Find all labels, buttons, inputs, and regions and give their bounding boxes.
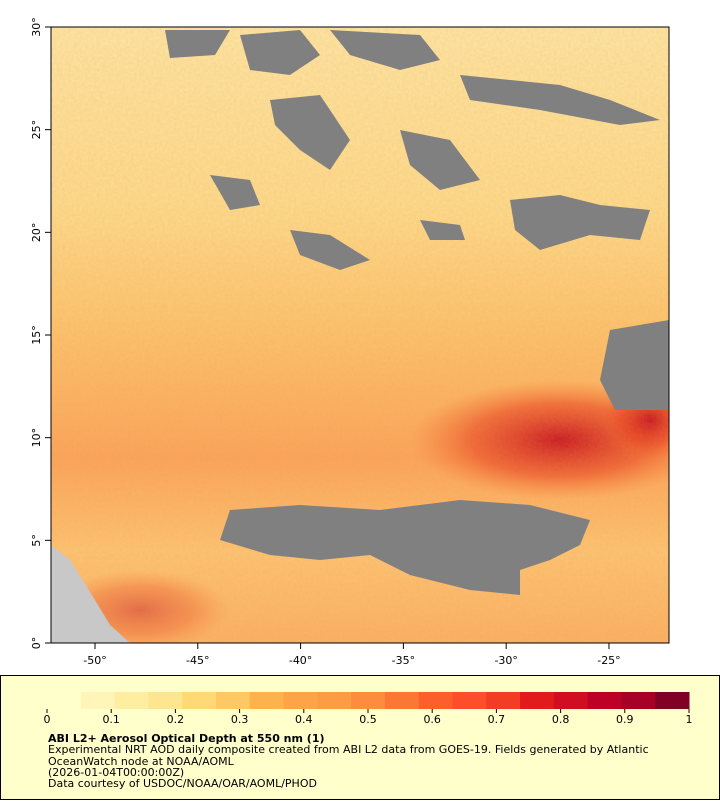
colorbar-swatch xyxy=(351,692,386,709)
x-tick-label: -50° xyxy=(83,654,106,667)
y-tick-label: 0° xyxy=(30,637,43,650)
colorbar-swatch xyxy=(384,692,420,709)
colorbar-swatch xyxy=(520,692,555,709)
legend-line: Data courtesy of USDOC/NOAA/OAR/AOML/PHO… xyxy=(48,777,317,790)
colorbar-tick-label: 0 xyxy=(44,713,51,726)
legend-line: Experimental NRT AOD daily composite cre… xyxy=(48,743,649,756)
colorbar-tick-label: 0.5 xyxy=(359,713,377,726)
legend-title: ABI L2+ Aerosol Optical Depth at 550 nm … xyxy=(48,732,325,745)
x-tick-label: -25° xyxy=(597,654,620,667)
colorbar-swatch xyxy=(148,692,183,709)
colorbar-swatch xyxy=(553,692,589,709)
colorbar-tick-label: 0.1 xyxy=(102,713,120,726)
colorbar: 0 0.1 0.2 0.3 0.4 0.5 0.6 0.7 0.8 0.9 1 xyxy=(44,692,693,726)
colorbar-swatch xyxy=(80,692,116,709)
colorbar-tick-label: 0.6 xyxy=(423,713,441,726)
y-tick-label: 20° xyxy=(30,223,43,243)
colorbar-swatch xyxy=(249,692,285,709)
colorbar-tick-label: 0.7 xyxy=(488,713,506,726)
x-tick-label: -35° xyxy=(392,654,415,667)
y-tick-label: 15° xyxy=(30,325,43,345)
colorbar-swatch xyxy=(182,692,217,709)
colorbar-swatch xyxy=(621,692,656,709)
colorbar-swatch xyxy=(114,692,149,709)
colorbar-swatch xyxy=(317,692,352,709)
legend-line: (2026-01-04T00:00:00Z) xyxy=(48,766,184,779)
colorbar-tick-label: 1 xyxy=(686,713,693,726)
y-tick-label: 10° xyxy=(30,428,43,448)
land xyxy=(51,545,130,643)
colorbar-tick-label: 0.2 xyxy=(167,713,185,726)
x-tick-label: -45° xyxy=(186,654,209,667)
colorbar-swatch xyxy=(47,692,82,709)
x-tick-label: -30° xyxy=(494,654,517,667)
colorbar-tick-label: 0.8 xyxy=(552,713,570,726)
colorbar-tick-label: 0.4 xyxy=(295,713,313,726)
colorbar-swatch xyxy=(655,692,690,709)
colorbar-swatch xyxy=(452,692,487,709)
y-tick-label: 5° xyxy=(30,534,43,547)
legend-line: OceanWatch node at NOAA/AOML xyxy=(48,755,235,768)
colorbar-tick-label: 0.9 xyxy=(616,713,634,726)
colorbar-swatch xyxy=(587,692,622,709)
colorbar-swatch xyxy=(283,692,318,709)
map-image xyxy=(51,27,669,643)
axes: -50° -45° -40° -35° -30° -25° 0° 5° 10° 15° 20° 25°… xyxy=(30,17,621,667)
colorbar-swatch xyxy=(418,692,453,709)
colorbar-tick-label: 0.3 xyxy=(231,713,249,726)
colorbar-swatch xyxy=(215,692,251,709)
x-tick-label: -40° xyxy=(289,654,312,667)
y-tick-label: 30° xyxy=(30,17,43,37)
y-tick-label: 25° xyxy=(30,120,43,140)
colorbar-swatch xyxy=(486,692,521,709)
